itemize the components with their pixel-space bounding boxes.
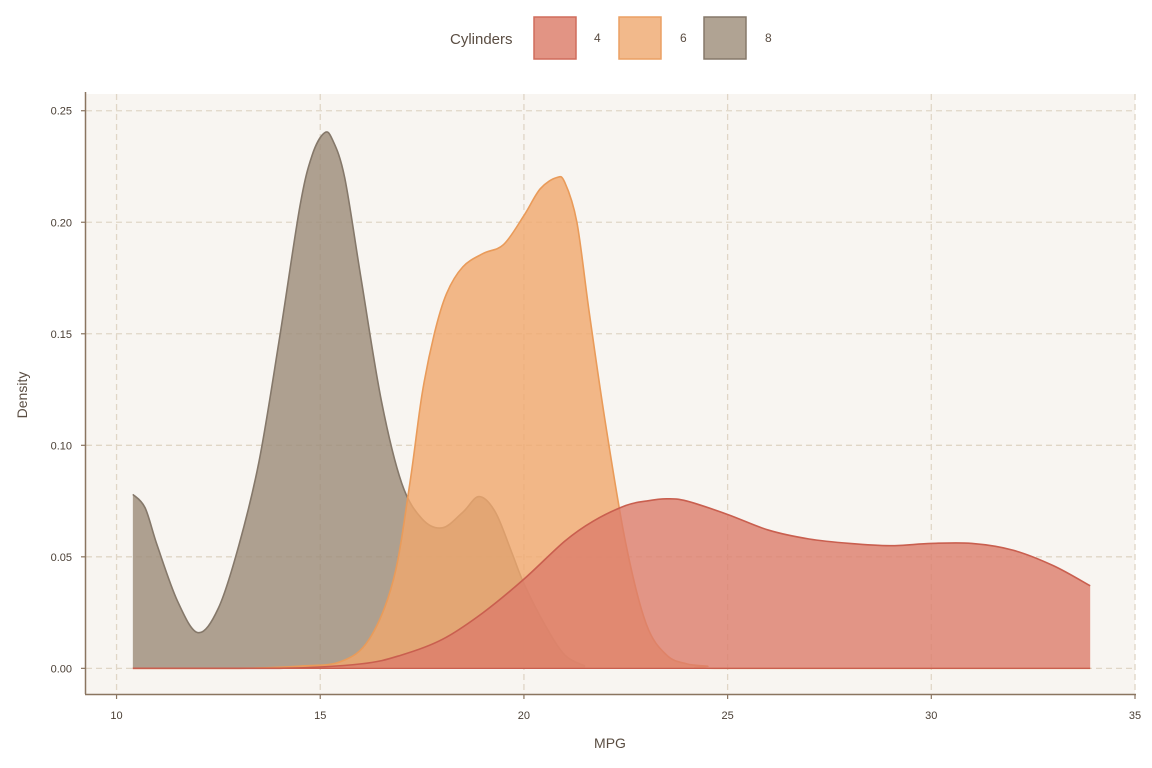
x-tick-label: 30: [925, 710, 937, 722]
y-tick-label: 0.10: [51, 440, 72, 452]
legend-swatch-6: [618, 16, 662, 60]
x-tick-label: 15: [314, 710, 326, 722]
x-tick-label: 25: [721, 710, 733, 722]
legend-label-4: 4: [594, 31, 601, 45]
y-axis-ticks: 0.00 0.05 0.10 0.15 0.20 0.25: [51, 106, 86, 675]
density-areas: [132, 131, 1091, 670]
y-axis-title: Density: [14, 372, 30, 419]
x-axis-title: MPG: [594, 735, 626, 751]
legend-label-8: 8: [765, 31, 772, 45]
x-tick-label: 20: [518, 710, 530, 722]
y-tick-label: 0.25: [51, 106, 72, 118]
legend-title: Cylinders: [450, 31, 513, 48]
y-tick-label: 0.20: [51, 217, 72, 229]
y-tick-label: 0.05: [51, 552, 72, 564]
legend-label-6: 6: [680, 31, 687, 45]
x-axis-ticks: 10 15 20 25 30 35: [110, 694, 1141, 722]
y-tick-label: 0.00: [51, 663, 72, 675]
legend: Cylinders 4 6 8: [450, 16, 772, 60]
x-tick-label: 35: [1129, 710, 1141, 722]
x-tick-label: 10: [110, 710, 122, 722]
legend-swatch-8: [703, 16, 747, 60]
density-area-4: [132, 498, 1091, 669]
density-line-4: [132, 498, 1091, 670]
y-tick-label: 0.15: [51, 329, 72, 341]
legend-swatch-4: [533, 16, 577, 60]
